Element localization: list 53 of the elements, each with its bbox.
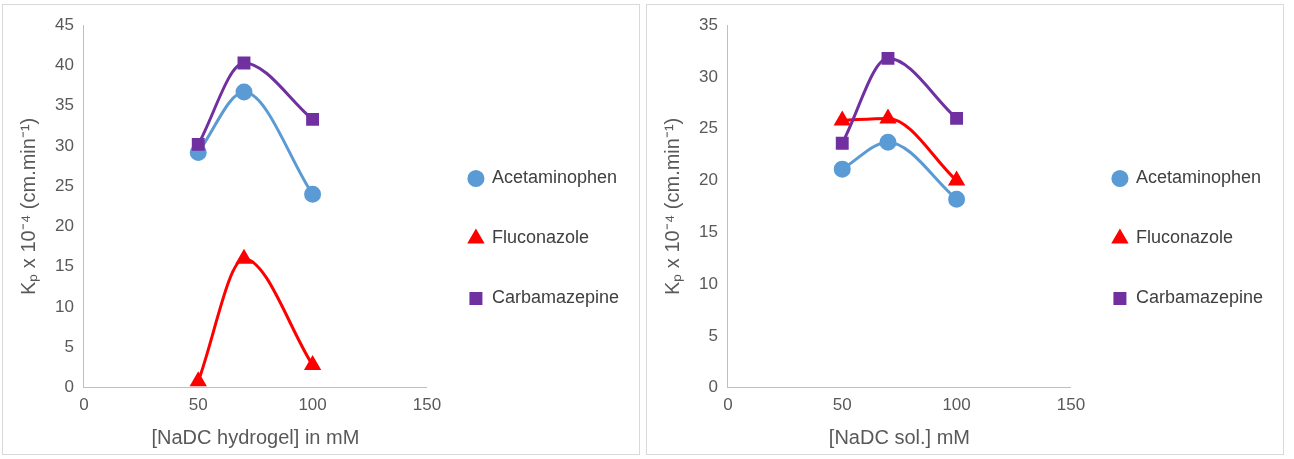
y-tick-label: 5 — [64, 337, 74, 357]
y-tick-label: 0 — [708, 377, 718, 397]
point — [191, 137, 205, 151]
x-tick-label: 100 — [298, 395, 327, 415]
y-tick-label: 5 — [708, 325, 718, 345]
y-tick-label: 10 — [698, 273, 718, 293]
y-tick-label: 30 — [54, 135, 74, 155]
legend-label: Acetaminophen — [1135, 167, 1262, 188]
point — [833, 160, 851, 178]
y-tick-label: 10 — [54, 296, 74, 316]
point — [304, 185, 322, 203]
point — [834, 111, 850, 126]
x-axis-title: [NaDC sol.] mM — [828, 425, 970, 448]
y-tick-label: 35 — [698, 14, 718, 34]
y-axis-title: Kₚ x 10⁻⁴ (cm.min⁻¹) — [660, 117, 684, 296]
y-tick-label: 0 — [64, 377, 74, 397]
y-tick-label: 30 — [698, 66, 718, 86]
legend-label: Fluconazole — [1135, 227, 1233, 248]
point — [879, 133, 897, 151]
y-tick-label: 35 — [54, 95, 74, 115]
x-tick-label: 150 — [1056, 395, 1086, 415]
point — [948, 190, 966, 208]
point — [950, 111, 964, 125]
y-tick-label: 45 — [54, 14, 74, 34]
x-tick-label: 0 — [723, 395, 733, 415]
point — [949, 172, 965, 186]
y-tick-label: 20 — [54, 216, 74, 236]
legend-label: Carbamazepine — [491, 287, 620, 308]
y-tick-label: 20 — [698, 170, 718, 190]
legend-label: Acetaminophen — [491, 167, 618, 188]
y-tick-label: 25 — [54, 175, 74, 195]
y-tick-label: 40 — [54, 55, 74, 75]
y-tick-label: 15 — [698, 221, 718, 241]
legend-label: Carbamazepine — [1135, 287, 1264, 308]
x-tick-label: 0 — [79, 395, 89, 415]
point — [881, 51, 895, 65]
point — [235, 83, 253, 101]
x-tick-label: 150 — [412, 395, 442, 415]
point — [306, 112, 320, 126]
x-tick-label: 100 — [942, 395, 971, 415]
y-tick-label: 15 — [54, 256, 74, 276]
point — [190, 372, 206, 387]
y-axis-title: Kₚ x 10⁻⁴ (cm.min⁻¹) — [16, 117, 40, 296]
point — [880, 109, 896, 124]
x-axis-title: [NaDC hydrogel] in mM — [151, 425, 360, 448]
point — [835, 136, 849, 150]
y-tick-label: 25 — [698, 118, 718, 138]
x-tick-label: 50 — [832, 395, 852, 415]
point — [237, 56, 251, 70]
legend-label: Fluconazole — [491, 227, 589, 248]
x-tick-label: 50 — [188, 395, 208, 415]
point — [305, 356, 321, 371]
point — [236, 250, 252, 264]
